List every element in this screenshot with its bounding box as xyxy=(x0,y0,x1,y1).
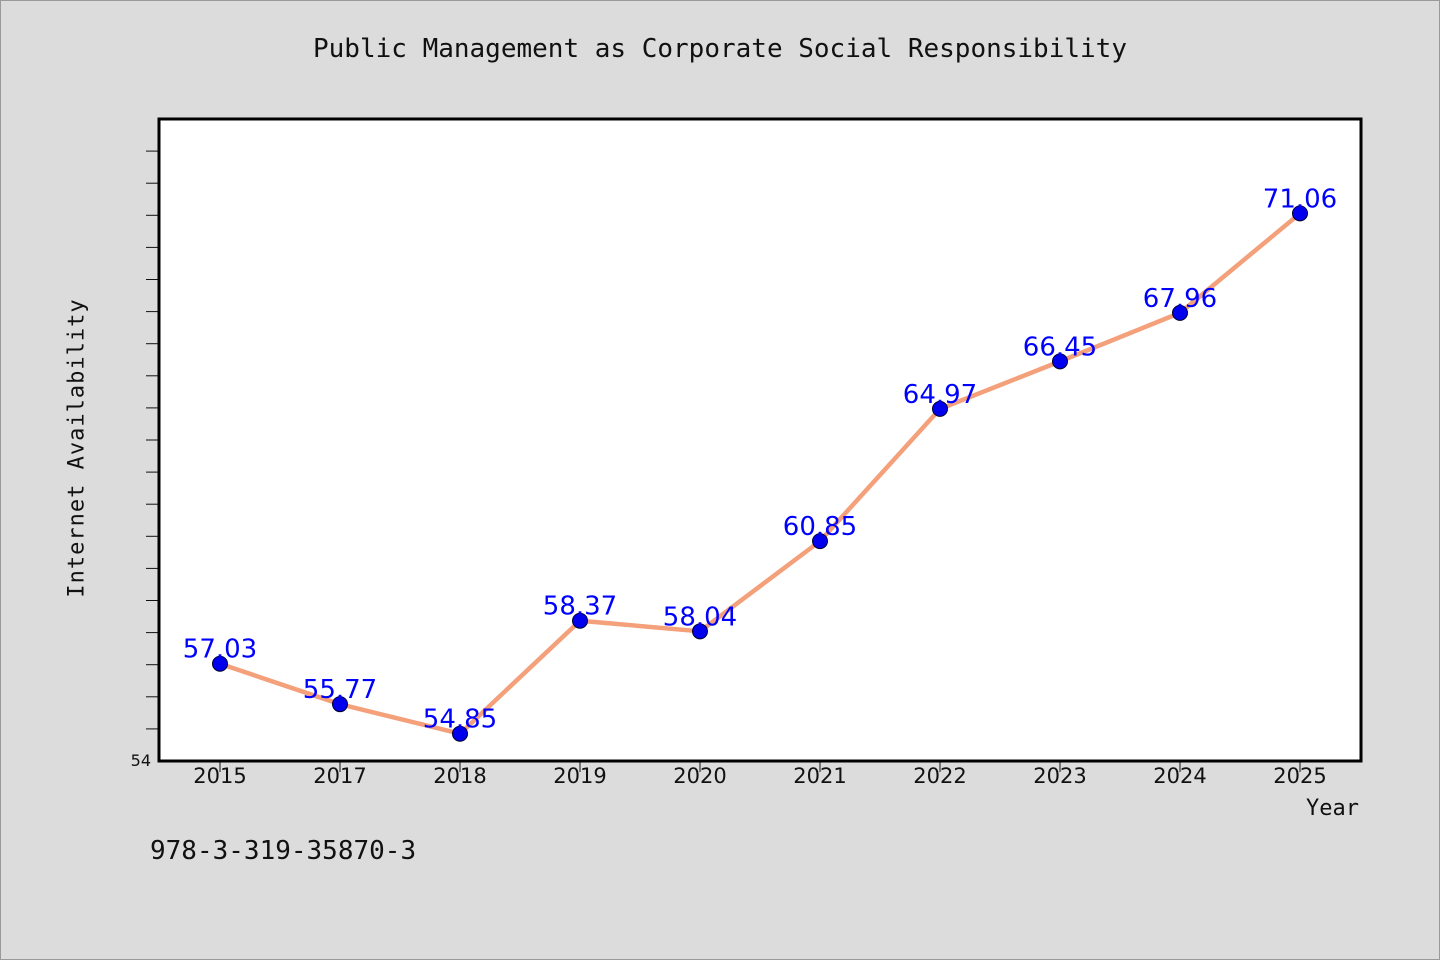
data-label: 60.85 xyxy=(783,512,857,542)
data-point xyxy=(212,655,228,672)
series-line xyxy=(217,211,1303,736)
data-label: 71.06 xyxy=(1263,184,1337,214)
data-point xyxy=(692,623,708,640)
isbn-footnote: 978-3-319-35870-3 xyxy=(150,836,417,866)
data-point xyxy=(332,696,348,713)
data-label: 64.97 xyxy=(903,380,977,410)
data-point xyxy=(1292,205,1308,222)
data-point xyxy=(812,533,828,550)
data-label: 58.04 xyxy=(663,602,737,632)
x-tick-label: 2021 xyxy=(793,764,846,788)
x-tick-label: 2023 xyxy=(1033,764,1086,788)
x-axis-label: Year xyxy=(1306,796,1359,821)
x-tick-label: 2025 xyxy=(1273,764,1326,788)
x-tick-label: 2024 xyxy=(1153,764,1206,788)
data-label: 58.37 xyxy=(543,592,617,622)
data-label: 67.96 xyxy=(1143,284,1217,314)
plot-area xyxy=(159,119,1361,761)
x-tick-label: 2022 xyxy=(913,764,966,788)
data-label: 66.45 xyxy=(1023,332,1097,362)
data-label: 57.03 xyxy=(183,635,257,665)
x-tick-label: 2015 xyxy=(193,764,246,788)
data-point xyxy=(572,612,588,629)
data-point xyxy=(1052,353,1068,370)
y-tick-label: 54 xyxy=(131,751,151,770)
x-tick-label: 2020 xyxy=(673,764,726,788)
x-tick-label: 2017 xyxy=(313,764,366,788)
x-tick-label: 2019 xyxy=(553,764,606,788)
x-tick-label: 2018 xyxy=(433,764,486,788)
data-point xyxy=(452,725,468,742)
data-label: 55.77 xyxy=(303,675,377,705)
plot-border xyxy=(157,117,1363,763)
data-label: 54.85 xyxy=(423,705,497,735)
data-point xyxy=(932,400,948,417)
data-point xyxy=(1172,304,1188,321)
chart-title: Public Management as Corporate Social Re… xyxy=(313,34,1127,64)
